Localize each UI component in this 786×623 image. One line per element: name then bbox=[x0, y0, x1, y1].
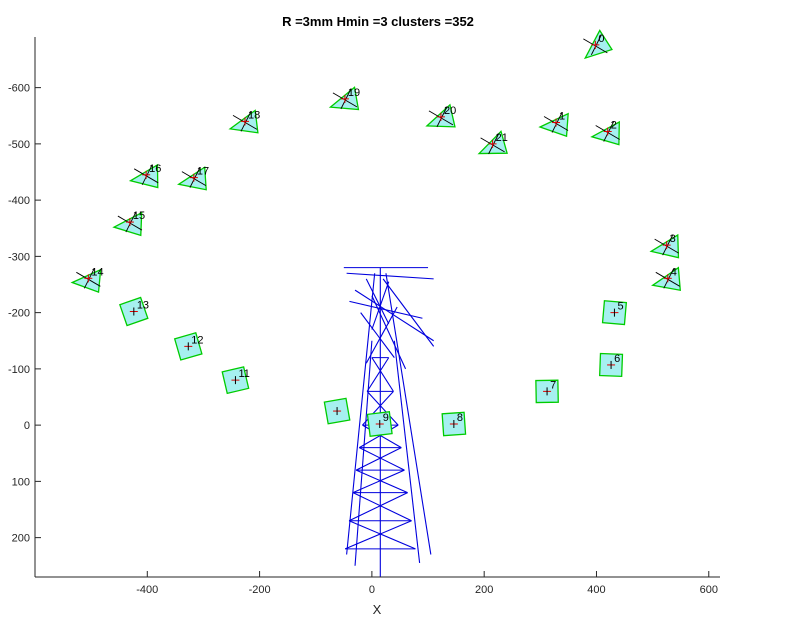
tower-member bbox=[359, 447, 405, 471]
cluster-unlabeled-10 bbox=[323, 397, 351, 425]
cluster-16: 16 bbox=[128, 163, 161, 189]
x-tick-label: 600 bbox=[700, 584, 718, 596]
tower-member bbox=[346, 273, 376, 555]
tower-member bbox=[355, 447, 402, 471]
tower-member bbox=[346, 272, 434, 280]
cluster-label: 15 bbox=[133, 210, 145, 222]
cluster-patch bbox=[128, 163, 159, 189]
cluster-21: 21 bbox=[477, 130, 508, 155]
cluster-patch bbox=[112, 211, 143, 237]
cluster-19: 19 bbox=[328, 86, 360, 111]
tower-member bbox=[355, 469, 408, 494]
cluster-label: 2 bbox=[611, 120, 617, 132]
cluster-18: 18 bbox=[228, 109, 260, 134]
y-tick-label: -500 bbox=[8, 139, 30, 151]
x-tick-label: -400 bbox=[136, 584, 158, 596]
cluster-label: 17 bbox=[197, 166, 209, 178]
cluster-patch bbox=[590, 120, 620, 146]
cluster-label: 4 bbox=[671, 266, 677, 278]
y-tick-label: -300 bbox=[8, 251, 30, 263]
cluster-label: 0 bbox=[598, 33, 604, 45]
cluster-label: 6 bbox=[614, 353, 620, 365]
chart-title: R =3mm Hmin =3 clusters =352 bbox=[282, 14, 474, 29]
axes: -400 -200 0 200 400 600-600-500-400-300-200-1… bbox=[8, 37, 720, 596]
tower-member bbox=[393, 340, 421, 563]
cluster-0: 0 bbox=[583, 29, 613, 60]
y-tick-label: -200 bbox=[8, 308, 30, 320]
cluster-label: 19 bbox=[348, 87, 360, 99]
cluster-label: 20 bbox=[444, 105, 456, 117]
cluster-label: 21 bbox=[496, 132, 508, 144]
cluster-label: 1 bbox=[559, 111, 565, 123]
cluster-label: 3 bbox=[670, 233, 676, 245]
tower-member bbox=[349, 300, 423, 319]
tower-member bbox=[385, 273, 432, 555]
cluster-label: 14 bbox=[91, 266, 103, 278]
tower-member bbox=[365, 306, 398, 364]
cluster-8: 8 bbox=[441, 411, 467, 437]
tower-member bbox=[371, 295, 407, 370]
tower-member bbox=[354, 340, 373, 566]
cluster-label: 7 bbox=[550, 379, 556, 391]
cluster-label: 8 bbox=[457, 412, 463, 424]
cluster-label: 12 bbox=[191, 334, 203, 346]
tower-member bbox=[371, 357, 394, 392]
cluster-patch bbox=[177, 166, 207, 191]
cluster-2: 2 bbox=[590, 120, 620, 146]
cluster-label: 5 bbox=[617, 301, 623, 313]
tower-member bbox=[366, 357, 390, 392]
tower-member bbox=[348, 492, 408, 522]
cluster-patch bbox=[649, 233, 680, 259]
cluster-12: 12 bbox=[173, 331, 204, 361]
cluster-1: 1 bbox=[538, 111, 569, 138]
x-axis-label: X bbox=[373, 602, 382, 617]
cluster-20: 20 bbox=[425, 103, 456, 128]
tower-member bbox=[360, 312, 395, 358]
x-tick-label: 400 bbox=[587, 584, 605, 596]
tower-member bbox=[382, 278, 435, 347]
y-tick-label: -400 bbox=[8, 195, 30, 207]
tower-member bbox=[354, 289, 434, 342]
tower-member bbox=[344, 520, 412, 550]
y-tick-label: 0 bbox=[24, 420, 30, 432]
y-tick-label: 200 bbox=[12, 533, 30, 545]
cluster-label: 11 bbox=[238, 368, 249, 380]
cluster-label: 13 bbox=[137, 300, 149, 312]
cluster-6: 6 bbox=[599, 352, 624, 378]
cluster-label: 9 bbox=[383, 412, 389, 424]
cluster-label: 16 bbox=[149, 163, 161, 175]
tower-member bbox=[352, 469, 405, 494]
x-tick-label: 200 bbox=[475, 584, 493, 596]
tower-member bbox=[352, 492, 412, 522]
cluster-patch bbox=[538, 112, 569, 138]
cluster-11: 11 bbox=[221, 366, 250, 395]
cluster-3: 3 bbox=[649, 233, 680, 259]
cluster-patch bbox=[70, 268, 102, 294]
x-tick-label: 0 bbox=[369, 584, 375, 596]
cluster-7: 7 bbox=[535, 379, 559, 404]
cluster-9: 9 bbox=[366, 410, 393, 438]
cluster-label: 18 bbox=[248, 109, 260, 121]
cluster-15: 15 bbox=[112, 210, 145, 237]
x-tick-label: -200 bbox=[249, 584, 271, 596]
y-tick-label: -600 bbox=[8, 83, 30, 95]
y-tick-label: 100 bbox=[12, 476, 30, 488]
cluster-4: 4 bbox=[651, 266, 682, 292]
tower-member bbox=[348, 520, 416, 550]
cluster-13: 13 bbox=[118, 296, 149, 327]
tower-member bbox=[366, 391, 399, 426]
tower-member bbox=[365, 278, 390, 325]
cluster-17: 17 bbox=[177, 166, 209, 191]
cluster-14: 14 bbox=[70, 266, 104, 294]
cluster-5: 5 bbox=[601, 300, 628, 326]
y-tick-label: -100 bbox=[8, 364, 30, 376]
